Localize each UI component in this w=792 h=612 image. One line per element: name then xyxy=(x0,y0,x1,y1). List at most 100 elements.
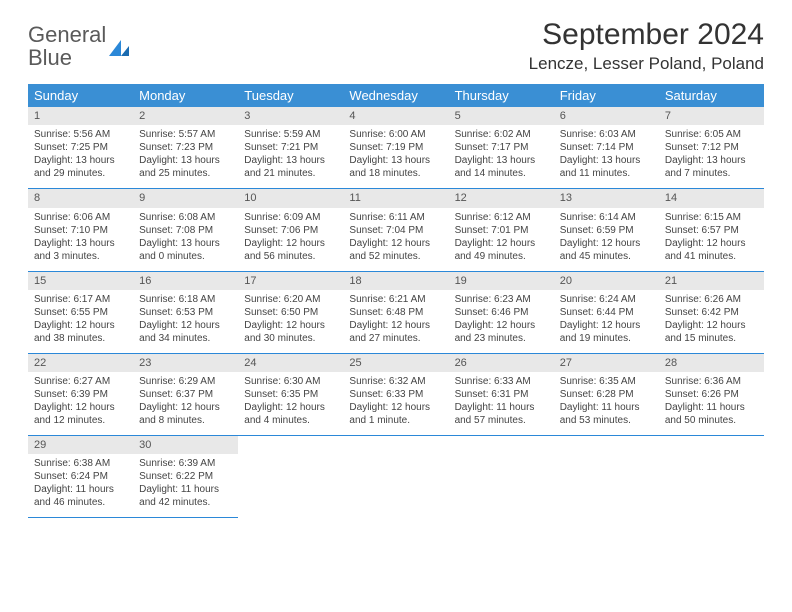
day-number-cell: 7 xyxy=(659,107,764,125)
calendar-table: Sunday Monday Tuesday Wednesday Thursday… xyxy=(28,84,764,518)
day-content-cell: Sunrise: 6:30 AMSunset: 6:35 PMDaylight:… xyxy=(238,372,343,436)
day-content-cell xyxy=(449,454,554,518)
day-sr: Sunrise: 6:36 AM xyxy=(665,375,758,388)
day-ss: Sunset: 6:31 PM xyxy=(455,388,548,401)
day-number-cell: 1 xyxy=(28,107,133,125)
day-sr: Sunrise: 6:21 AM xyxy=(349,293,442,306)
weekday-fri: Friday xyxy=(554,84,659,107)
day-d2: and 1 minute. xyxy=(349,414,442,427)
day-number-cell: 13 xyxy=(554,189,659,208)
day-content-cell: Sunrise: 5:59 AMSunset: 7:21 PMDaylight:… xyxy=(238,125,343,189)
location: Lencze, Lesser Poland, Poland xyxy=(529,54,764,74)
day-content-cell: Sunrise: 6:18 AMSunset: 6:53 PMDaylight:… xyxy=(133,290,238,354)
day-number-cell: 21 xyxy=(659,271,764,290)
day-d1: Daylight: 12 hours xyxy=(244,401,337,414)
day-content-cell: Sunrise: 6:38 AMSunset: 6:24 PMDaylight:… xyxy=(28,454,133,518)
day-number-row: 891011121314 xyxy=(28,189,764,208)
day-sr: Sunrise: 6:03 AM xyxy=(560,128,653,141)
day-content-cell: Sunrise: 6:20 AMSunset: 6:50 PMDaylight:… xyxy=(238,290,343,354)
day-number-cell: 2 xyxy=(133,107,238,125)
day-sr: Sunrise: 6:08 AM xyxy=(139,211,232,224)
day-number-row: 1234567 xyxy=(28,107,764,125)
day-number-cell: 29 xyxy=(28,436,133,455)
day-d2: and 4 minutes. xyxy=(244,414,337,427)
day-content-cell: Sunrise: 6:24 AMSunset: 6:44 PMDaylight:… xyxy=(554,290,659,354)
day-sr: Sunrise: 5:59 AM xyxy=(244,128,337,141)
day-sr: Sunrise: 6:14 AM xyxy=(560,211,653,224)
day-d2: and 45 minutes. xyxy=(560,250,653,263)
day-content-cell: Sunrise: 6:35 AMSunset: 6:28 PMDaylight:… xyxy=(554,372,659,436)
day-ss: Sunset: 7:19 PM xyxy=(349,141,442,154)
day-content-cell: Sunrise: 6:12 AMSunset: 7:01 PMDaylight:… xyxy=(449,208,554,272)
day-content-row: Sunrise: 5:56 AMSunset: 7:25 PMDaylight:… xyxy=(28,125,764,189)
day-d2: and 7 minutes. xyxy=(665,167,758,180)
day-ss: Sunset: 7:08 PM xyxy=(139,224,232,237)
day-content-cell: Sunrise: 6:39 AMSunset: 6:22 PMDaylight:… xyxy=(133,454,238,518)
day-content-row: Sunrise: 6:06 AMSunset: 7:10 PMDaylight:… xyxy=(28,208,764,272)
day-d1: Daylight: 13 hours xyxy=(139,154,232,167)
day-number-cell: 30 xyxy=(133,436,238,455)
day-ss: Sunset: 6:35 PM xyxy=(244,388,337,401)
day-number-cell: 5 xyxy=(449,107,554,125)
weekday-sat: Saturday xyxy=(659,84,764,107)
day-ss: Sunset: 6:39 PM xyxy=(34,388,127,401)
day-ss: Sunset: 7:23 PM xyxy=(139,141,232,154)
day-content-cell: Sunrise: 6:09 AMSunset: 7:06 PMDaylight:… xyxy=(238,208,343,272)
day-d1: Daylight: 12 hours xyxy=(560,319,653,332)
day-sr: Sunrise: 6:27 AM xyxy=(34,375,127,388)
day-number-cell: 25 xyxy=(343,353,448,372)
day-ss: Sunset: 6:28 PM xyxy=(560,388,653,401)
day-d1: Daylight: 12 hours xyxy=(665,319,758,332)
day-ss: Sunset: 6:48 PM xyxy=(349,306,442,319)
day-sr: Sunrise: 6:39 AM xyxy=(139,457,232,470)
day-number-cell: 11 xyxy=(343,189,448,208)
day-number-cell: 15 xyxy=(28,271,133,290)
day-number-cell: 23 xyxy=(133,353,238,372)
day-content-cell xyxy=(238,454,343,518)
day-d1: Daylight: 12 hours xyxy=(139,319,232,332)
day-d1: Daylight: 11 hours xyxy=(34,483,127,496)
day-number-cell: 4 xyxy=(343,107,448,125)
weekday-sun: Sunday xyxy=(28,84,133,107)
day-content-cell xyxy=(659,454,764,518)
day-ss: Sunset: 7:04 PM xyxy=(349,224,442,237)
day-ss: Sunset: 7:21 PM xyxy=(244,141,337,154)
day-d1: Daylight: 13 hours xyxy=(244,154,337,167)
day-content-cell: Sunrise: 5:57 AMSunset: 7:23 PMDaylight:… xyxy=(133,125,238,189)
day-d2: and 18 minutes. xyxy=(349,167,442,180)
day-content-row: Sunrise: 6:17 AMSunset: 6:55 PMDaylight:… xyxy=(28,290,764,354)
day-number-cell: 14 xyxy=(659,189,764,208)
day-number-cell xyxy=(554,436,659,455)
day-ss: Sunset: 7:12 PM xyxy=(665,141,758,154)
day-d2: and 15 minutes. xyxy=(665,332,758,345)
day-sr: Sunrise: 6:35 AM xyxy=(560,375,653,388)
day-number-cell: 12 xyxy=(449,189,554,208)
day-content-cell: Sunrise: 6:03 AMSunset: 7:14 PMDaylight:… xyxy=(554,125,659,189)
day-content-cell xyxy=(343,454,448,518)
day-d1: Daylight: 12 hours xyxy=(34,319,127,332)
day-content-cell: Sunrise: 6:00 AMSunset: 7:19 PMDaylight:… xyxy=(343,125,448,189)
day-ss: Sunset: 6:55 PM xyxy=(34,306,127,319)
day-d1: Daylight: 12 hours xyxy=(349,401,442,414)
day-d2: and 38 minutes. xyxy=(34,332,127,345)
day-number-cell xyxy=(343,436,448,455)
day-content-cell: Sunrise: 6:11 AMSunset: 7:04 PMDaylight:… xyxy=(343,208,448,272)
day-sr: Sunrise: 6:12 AM xyxy=(455,211,548,224)
day-d2: and 52 minutes. xyxy=(349,250,442,263)
day-d1: Daylight: 11 hours xyxy=(455,401,548,414)
day-d2: and 46 minutes. xyxy=(34,496,127,509)
day-d2: and 53 minutes. xyxy=(560,414,653,427)
day-d1: Daylight: 13 hours xyxy=(34,237,127,250)
day-number-cell xyxy=(659,436,764,455)
day-d1: Daylight: 13 hours xyxy=(455,154,548,167)
logo-mark-icon xyxy=(109,40,129,56)
day-ss: Sunset: 6:26 PM xyxy=(665,388,758,401)
day-d2: and 21 minutes. xyxy=(244,167,337,180)
day-d2: and 29 minutes. xyxy=(34,167,127,180)
day-sr: Sunrise: 6:26 AM xyxy=(665,293,758,306)
day-ss: Sunset: 7:25 PM xyxy=(34,141,127,154)
day-number-cell: 8 xyxy=(28,189,133,208)
day-d1: Daylight: 12 hours xyxy=(139,401,232,414)
day-ss: Sunset: 6:44 PM xyxy=(560,306,653,319)
day-sr: Sunrise: 6:05 AM xyxy=(665,128,758,141)
